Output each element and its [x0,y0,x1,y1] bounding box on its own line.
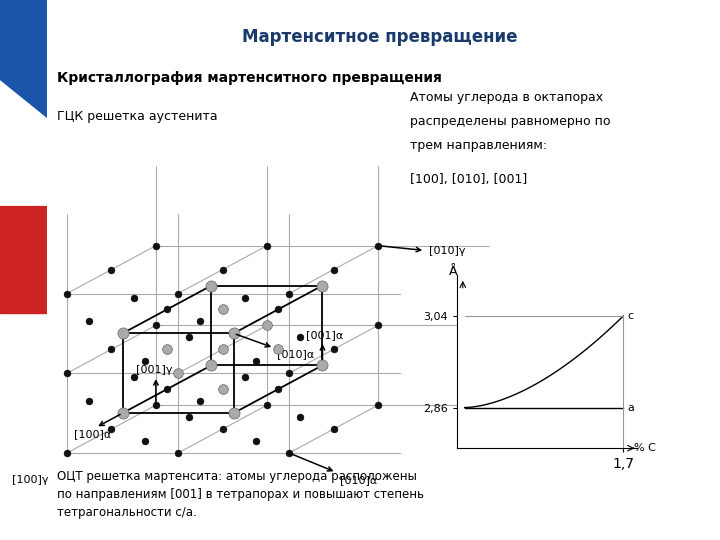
Polygon shape [0,81,47,205]
Text: [100]α: [100]α [73,429,111,439]
Text: [001]γ: [001]γ [135,364,172,375]
Text: [100]γ: [100]γ [12,475,48,485]
Text: Å: Å [449,265,458,278]
Text: [001]α: [001]α [306,330,343,340]
Text: распределены равномерно по: распределены равномерно по [410,114,611,127]
Text: Мартенситное превращение: Мартенситное превращение [242,28,518,46]
Text: % C: % C [634,443,656,453]
Polygon shape [0,200,47,313]
Polygon shape [0,0,47,205]
Text: [010]α: [010]α [340,475,377,485]
Text: [010]α: [010]α [277,349,315,359]
Text: a: a [628,402,635,413]
Text: Атомы углерода в октапорах: Атомы углерода в октапорах [410,91,603,104]
Text: [010]γ: [010]γ [428,246,465,255]
Text: ОЦТ решетка мартенсита: атомы углерода расположены
по направлениям [001] в тетра: ОЦТ решетка мартенсита: атомы углерода р… [57,470,424,519]
Text: Кристаллография мартенситного превращения: Кристаллография мартенситного превращени… [57,71,442,85]
Text: c: c [628,311,634,321]
Text: ГЦК решетка аустенита: ГЦК решетка аустенита [57,110,217,123]
Text: трем направлениям:: трем направлениям: [410,139,547,152]
Text: [100], [010], [001]: [100], [010], [001] [410,173,528,186]
